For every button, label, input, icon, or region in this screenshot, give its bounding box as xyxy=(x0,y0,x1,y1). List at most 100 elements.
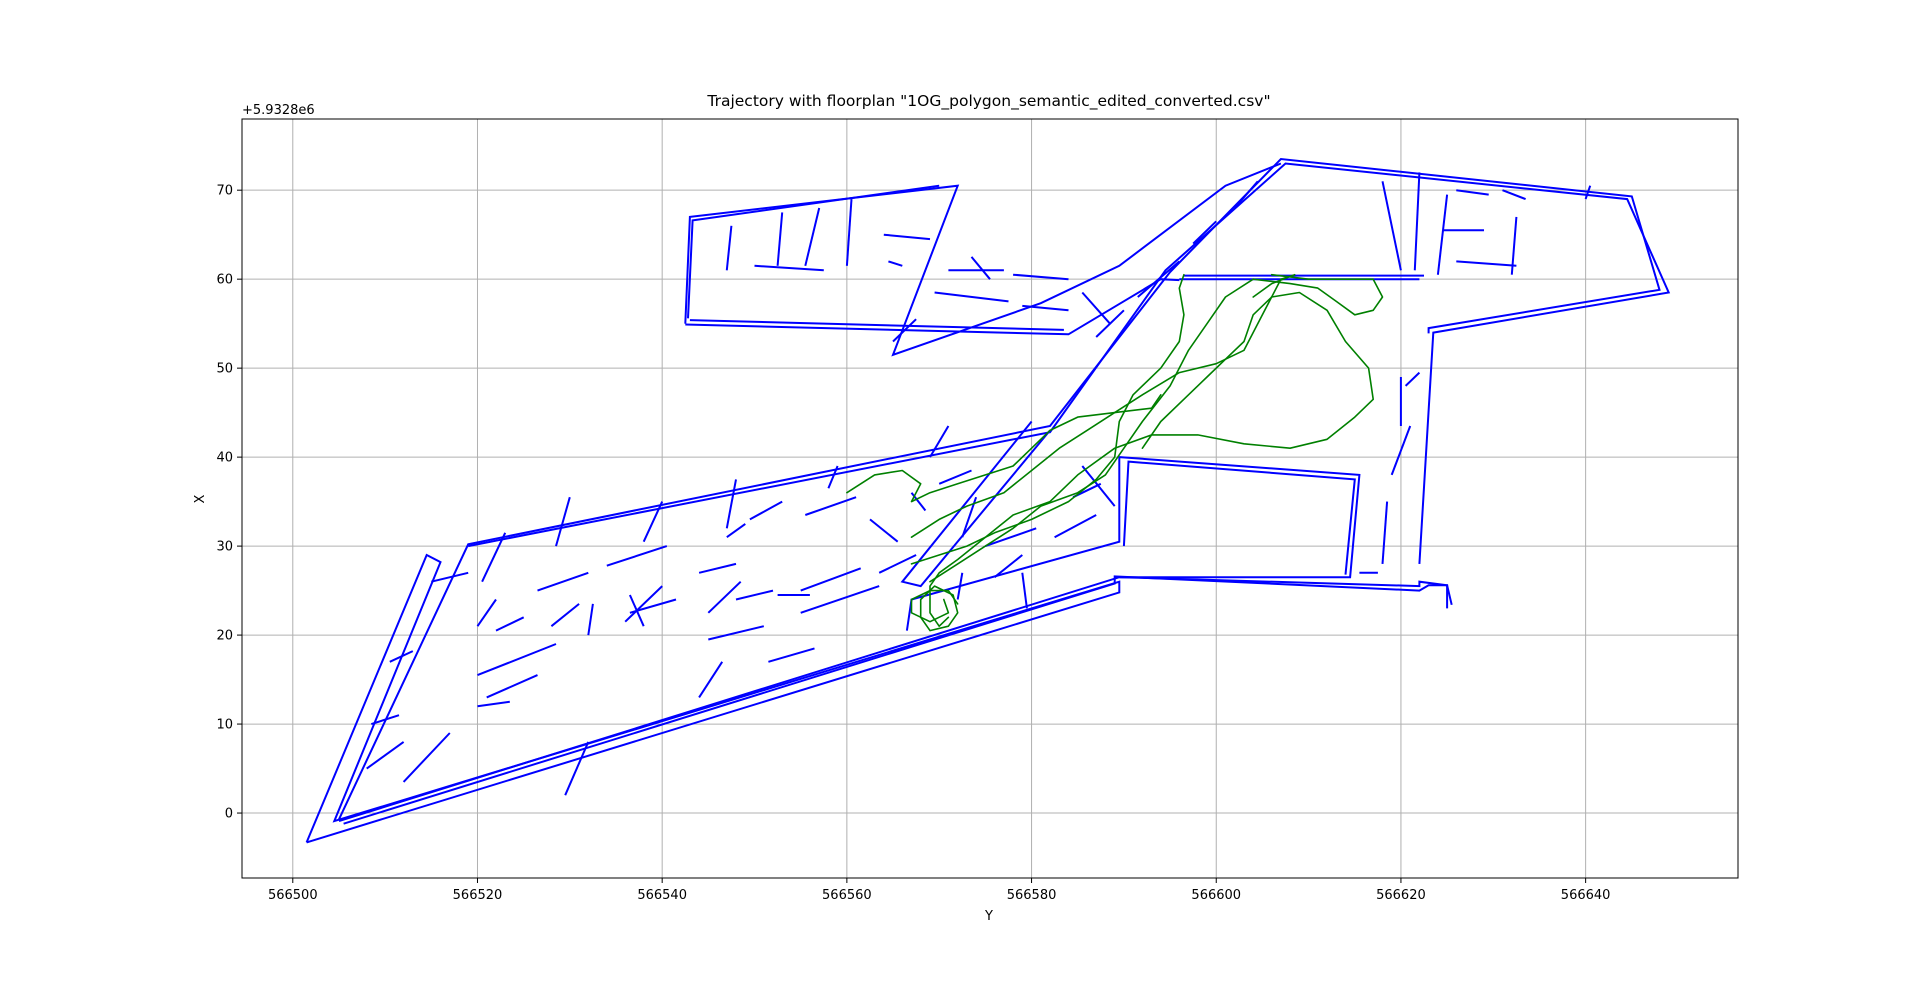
wall-outline xyxy=(468,162,1671,564)
wall-segment xyxy=(1456,260,1517,267)
wall-segment xyxy=(869,518,899,543)
floorplan-walls xyxy=(305,157,1671,844)
wall-segment xyxy=(725,225,733,271)
x-tick-label: 566500 xyxy=(268,888,318,903)
wall-outline xyxy=(687,184,940,319)
wall-segment xyxy=(564,741,590,796)
wall-segment xyxy=(1502,189,1526,201)
wall-segment xyxy=(1081,465,1116,507)
y-tick-label: 50 xyxy=(216,362,233,377)
y-tick-label: 70 xyxy=(216,184,233,199)
wall-segment xyxy=(956,572,964,600)
x-axis-label: Y xyxy=(984,909,993,924)
wall-segment xyxy=(1510,216,1518,275)
wall-segment xyxy=(1381,181,1402,271)
wall-segment xyxy=(1390,425,1412,476)
x-tick-label: 566640 xyxy=(1561,888,1611,903)
wall-segment xyxy=(878,554,917,574)
wall-segment xyxy=(938,469,972,485)
wall-segment xyxy=(486,674,538,699)
wall-segment xyxy=(735,589,774,601)
axes-frame xyxy=(241,118,1739,879)
wall-segment xyxy=(476,598,497,627)
y-axis-ticks: 0 10 20 30 40 50 60 70 xyxy=(216,184,242,822)
wall-segment xyxy=(749,500,783,521)
x-tick-label: 566520 xyxy=(453,888,503,903)
wall-segment xyxy=(550,603,580,627)
wall-segment xyxy=(698,661,724,698)
wall-segment xyxy=(708,625,765,641)
wall-segment xyxy=(431,571,469,583)
wall-segment xyxy=(370,714,400,726)
x-tick-label: 566580 xyxy=(1007,888,1057,903)
y-axis-label: X xyxy=(193,494,208,503)
trajectory xyxy=(846,273,1384,632)
wall-segment xyxy=(1095,309,1125,338)
wall-segment xyxy=(1192,220,1217,245)
wall-segment xyxy=(1022,304,1069,312)
wall-segment xyxy=(1381,501,1389,564)
wall-segment xyxy=(642,501,664,543)
wall-segment xyxy=(1081,291,1111,325)
x-tick-label: 566560 xyxy=(822,888,872,903)
wall-segment xyxy=(888,260,903,267)
wall-segment xyxy=(606,545,668,567)
wall-segment xyxy=(402,732,451,783)
wall-outline xyxy=(343,575,1449,825)
wall-segment xyxy=(883,233,931,241)
wall-segment xyxy=(804,207,821,267)
y-offset-label: +5.9328e6 xyxy=(242,103,315,118)
wall-segment xyxy=(970,256,991,280)
wall-segment xyxy=(624,585,663,623)
wall-segment xyxy=(800,567,862,592)
wall-segment xyxy=(776,212,784,266)
wall-segment xyxy=(537,571,589,592)
wall-segment xyxy=(993,554,1023,578)
wall-segment xyxy=(985,527,1037,548)
wall-segment xyxy=(892,318,917,343)
wall-segment xyxy=(555,496,571,547)
wall-segment xyxy=(726,523,746,539)
trajectory-path xyxy=(846,393,1162,503)
wall-segment xyxy=(725,479,737,529)
y-tick-label: 60 xyxy=(216,273,233,288)
wall-outline xyxy=(685,278,1180,336)
x-tick-label: 566620 xyxy=(1376,888,1426,903)
y-tick-label: 10 xyxy=(216,718,233,733)
wall-outline xyxy=(1122,460,1356,575)
wall-outline xyxy=(305,553,1121,844)
trajectory-path xyxy=(910,273,1185,565)
wall-segment xyxy=(1584,185,1592,200)
wall-segment xyxy=(804,496,857,516)
wall-segment xyxy=(1436,194,1449,275)
y-tick-label: 40 xyxy=(216,451,233,466)
trajectory-path xyxy=(919,585,959,632)
wall-segment xyxy=(1413,172,1421,271)
wall-segment xyxy=(929,425,950,458)
y-tick-label: 20 xyxy=(216,629,233,644)
wall-segment xyxy=(1013,273,1069,281)
wall-segment xyxy=(1456,189,1489,196)
wall-segment xyxy=(754,264,824,272)
wall-segment xyxy=(845,199,853,266)
wall-segment xyxy=(481,532,507,583)
wall-outline xyxy=(689,319,1064,331)
wall-segment xyxy=(934,291,1009,303)
grid xyxy=(242,119,1738,878)
wall-segment xyxy=(768,647,815,663)
wall-segment xyxy=(389,650,414,663)
plot-area xyxy=(305,157,1671,844)
wall-segment xyxy=(477,643,557,677)
wall-segment xyxy=(827,465,839,489)
wall-outline xyxy=(684,162,1282,357)
wall-segment xyxy=(495,616,525,632)
x-tick-label: 566600 xyxy=(1191,888,1241,903)
x-tick-label: 566540 xyxy=(637,888,687,903)
wall-segment xyxy=(1137,260,1180,298)
trajectory-path xyxy=(929,273,1384,583)
chart-title: Trajectory with floorplan "1OG_polygon_s… xyxy=(706,92,1270,111)
trajectory-path xyxy=(929,291,1374,628)
trajectory-path xyxy=(910,273,1296,539)
